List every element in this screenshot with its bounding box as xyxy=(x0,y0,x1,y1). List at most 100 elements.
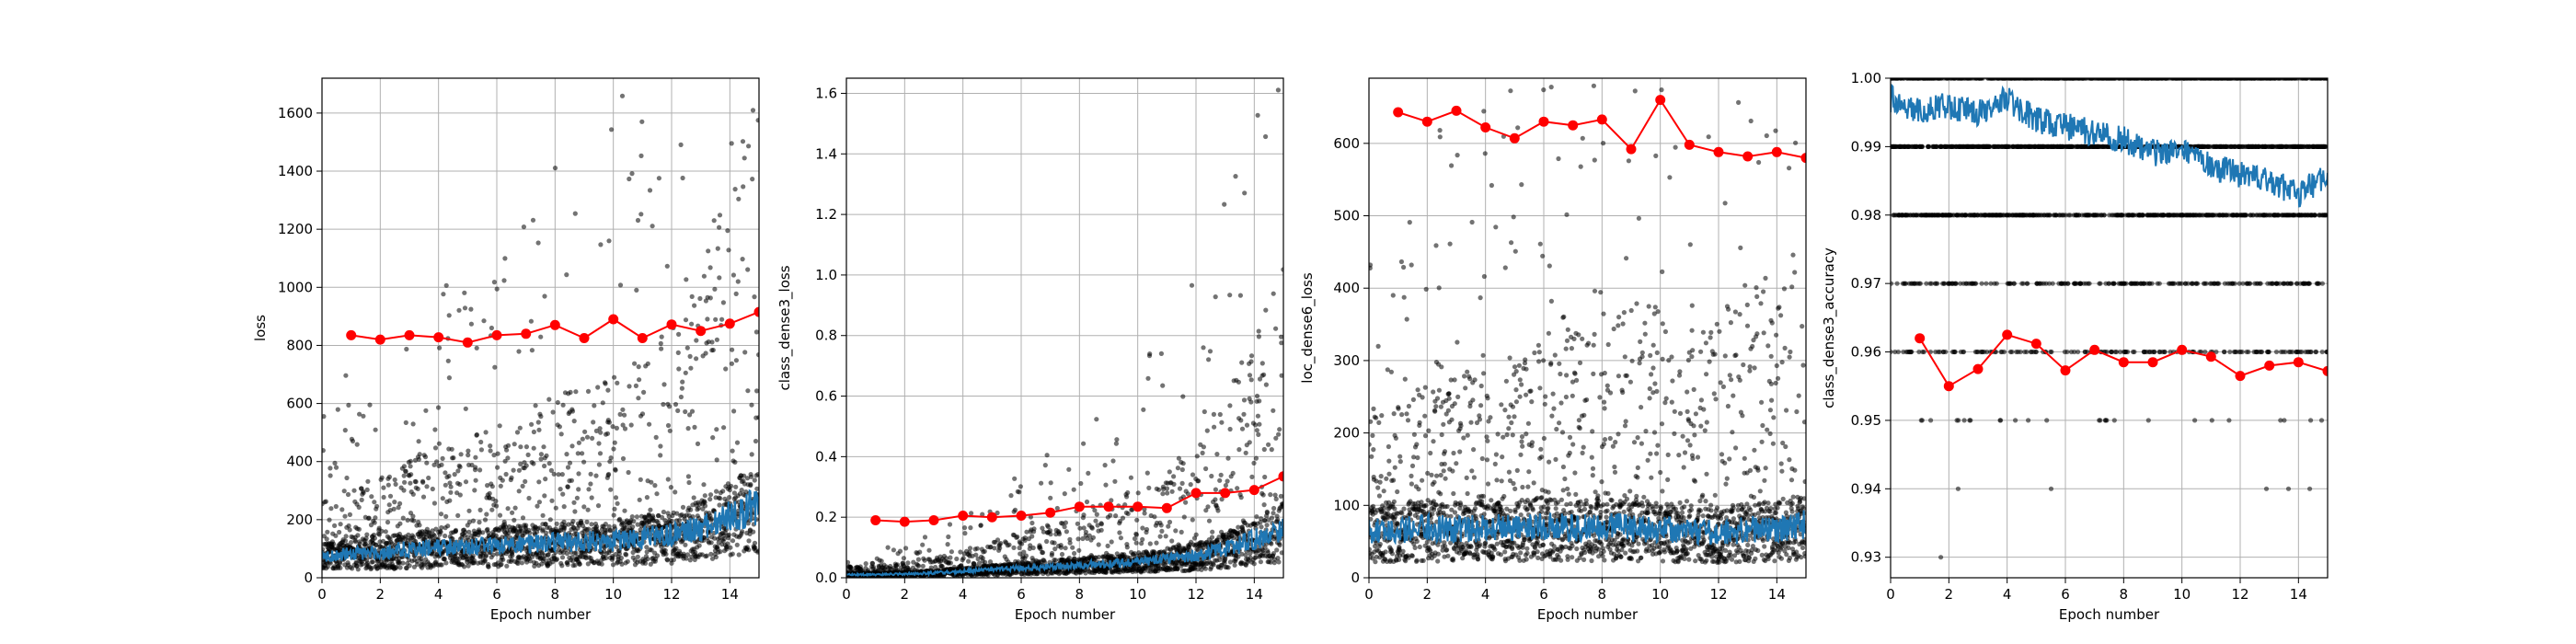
batch-point xyxy=(604,555,609,561)
batch-point xyxy=(954,556,960,562)
batch-point xyxy=(1211,411,1216,417)
batch-point xyxy=(1217,477,1223,483)
batch-point xyxy=(922,535,928,540)
y-tick-label: 0.6 xyxy=(815,388,837,405)
epoch-mean-point xyxy=(404,329,415,340)
batch-point xyxy=(1180,461,1186,466)
batch-point xyxy=(1398,259,1404,265)
batch-point xyxy=(468,321,474,327)
x-tick-label: 0 xyxy=(842,586,851,603)
batch-point xyxy=(736,552,742,558)
batch-point xyxy=(1166,523,1171,529)
batch-point xyxy=(338,522,343,527)
batch-point xyxy=(1040,550,1046,556)
x-tick-label: 4 xyxy=(434,586,443,603)
batch-point xyxy=(683,408,688,415)
batch-point xyxy=(486,564,491,569)
batch-point xyxy=(446,473,452,479)
y-tick-label: 600 xyxy=(286,396,313,412)
batch-point xyxy=(603,381,608,386)
batch-point xyxy=(410,491,416,497)
batch-point xyxy=(1047,528,1053,534)
batch-point xyxy=(361,413,366,419)
batch-point xyxy=(1260,492,1266,498)
batch-point xyxy=(484,512,489,517)
batch-point xyxy=(1098,527,1104,533)
batch-point xyxy=(1202,566,1208,571)
batch-point xyxy=(728,545,733,550)
batch-point xyxy=(1395,489,1400,495)
batch-point xyxy=(1236,447,1242,453)
batch-point xyxy=(497,512,503,518)
batch-point xyxy=(1016,559,1021,565)
epoch-mean-point xyxy=(724,318,735,329)
batch-point xyxy=(1018,484,1023,489)
batch-point xyxy=(1393,435,1398,441)
y-tick-label: 1400 xyxy=(278,163,313,179)
batch-point xyxy=(1392,506,1397,512)
batch-point xyxy=(589,522,594,527)
batch-point xyxy=(405,517,410,523)
batch-point xyxy=(607,459,613,465)
batch-point xyxy=(676,331,682,337)
batch-point xyxy=(360,561,365,567)
batch-point xyxy=(1401,294,1407,300)
batch-point xyxy=(593,473,599,478)
batch-point xyxy=(445,523,451,529)
batch-point xyxy=(974,546,980,551)
batch-point xyxy=(535,503,540,509)
batch-point xyxy=(641,389,647,395)
batch-point xyxy=(585,388,592,394)
batch-point xyxy=(1442,461,1447,466)
batch-point xyxy=(638,153,644,158)
batch-point xyxy=(535,240,541,246)
batch-point xyxy=(416,456,421,462)
batch-point xyxy=(400,515,406,521)
batch-point xyxy=(1140,525,1145,531)
batch-point xyxy=(755,472,759,477)
batch-point xyxy=(1213,497,1218,502)
batch-point xyxy=(620,455,627,462)
batch-point xyxy=(1397,459,1403,465)
batch-point xyxy=(1163,534,1168,539)
batch-point xyxy=(634,287,639,293)
batch-point xyxy=(740,139,746,144)
batch-point xyxy=(386,502,392,508)
batch-point xyxy=(928,565,934,570)
batch-point xyxy=(474,345,479,351)
batch-point xyxy=(1227,426,1233,432)
batch-point xyxy=(1133,532,1139,537)
batch-point xyxy=(1179,466,1185,473)
batch-point xyxy=(1378,474,1384,479)
batch-point xyxy=(403,468,408,474)
batch-point xyxy=(745,388,751,394)
batch-point xyxy=(749,474,754,479)
batch-point xyxy=(701,482,707,488)
batch-point xyxy=(412,457,419,463)
batch-point xyxy=(970,553,975,559)
batch-point xyxy=(1134,517,1140,523)
batch-point xyxy=(1181,514,1187,520)
epoch-mean-point xyxy=(753,306,759,317)
batch-point xyxy=(544,453,549,458)
batch-point xyxy=(497,423,502,429)
batch-point xyxy=(510,510,515,515)
batch-point xyxy=(752,294,757,300)
batch-point xyxy=(1156,487,1162,492)
batch-point xyxy=(1275,87,1281,93)
batch-point xyxy=(482,558,488,563)
batch-point xyxy=(661,382,667,387)
batch-point xyxy=(443,560,449,566)
batch-point xyxy=(1266,442,1271,447)
batch-point xyxy=(574,495,581,500)
y-tick-label: 0.2 xyxy=(815,509,837,525)
batch-point xyxy=(408,480,413,486)
batch-point xyxy=(915,557,922,562)
batch-point xyxy=(385,482,391,488)
batch-point xyxy=(453,527,459,534)
batch-point xyxy=(708,516,715,522)
batch-point xyxy=(1259,524,1264,530)
batch-point xyxy=(742,155,747,161)
batch-point xyxy=(1038,546,1043,552)
batch-point xyxy=(1133,540,1139,546)
